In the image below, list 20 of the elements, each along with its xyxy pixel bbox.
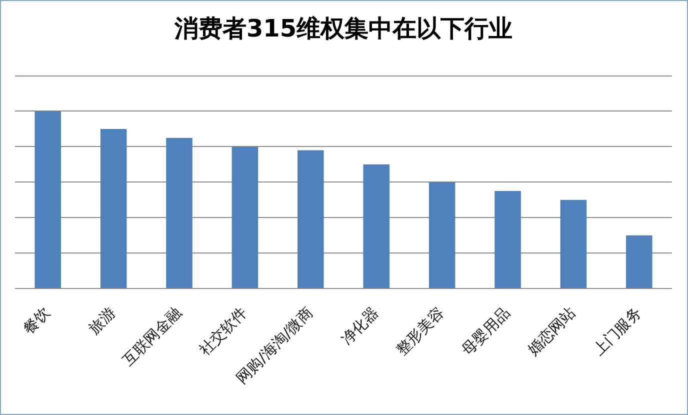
bar xyxy=(626,235,652,288)
x-tick-label: 餐饮 xyxy=(19,304,54,338)
bar xyxy=(166,138,192,288)
x-tick-label: 母婴用品 xyxy=(458,304,514,359)
x-tick-label: 整形美容 xyxy=(392,304,448,359)
bar xyxy=(428,182,456,288)
x-tick-label: 净化器 xyxy=(337,304,382,348)
bar xyxy=(232,146,258,288)
x-tick-label: 互联网金融 xyxy=(119,304,185,370)
x-tick-label: 社交软件 xyxy=(195,304,251,359)
chart-title: 消费者315维权集中在以下行业 xyxy=(173,14,513,43)
bar xyxy=(560,200,587,288)
bar xyxy=(298,150,324,288)
x-tick-label: 婚恋网站 xyxy=(524,304,580,359)
x-tick-label: 上门服务 xyxy=(590,304,645,359)
bar xyxy=(363,164,390,288)
x-tick-label: 旅游 xyxy=(85,304,120,338)
bar xyxy=(494,191,521,288)
bar xyxy=(100,128,127,288)
bar xyxy=(34,111,61,288)
